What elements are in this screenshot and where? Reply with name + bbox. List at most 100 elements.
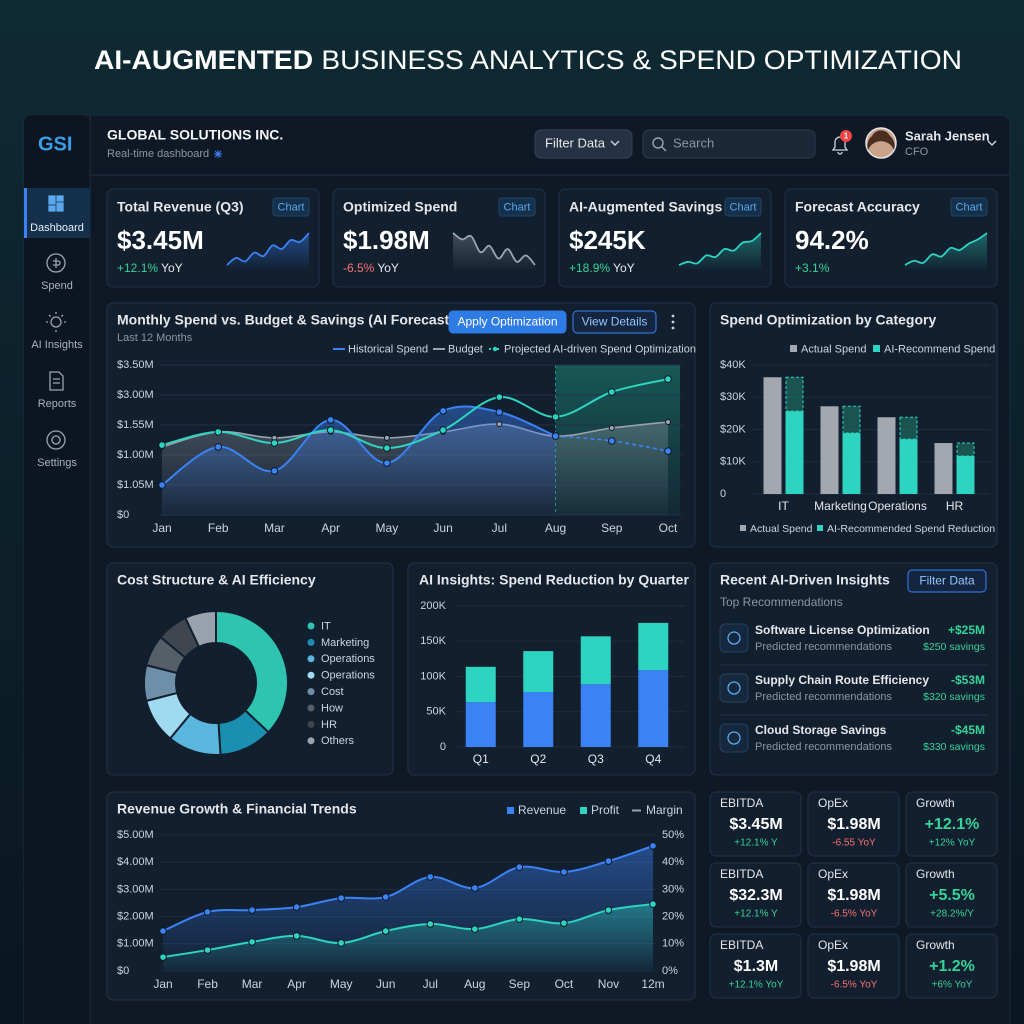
y-tick-label: $2.00M bbox=[117, 911, 154, 923]
reduction-bar bbox=[956, 442, 975, 457]
data-point bbox=[326, 416, 335, 424]
data-point bbox=[203, 946, 212, 954]
insight-glyph bbox=[727, 681, 741, 695]
y-tick-label: $30K bbox=[720, 391, 746, 403]
donut-segment bbox=[184, 609, 217, 649]
data-point bbox=[203, 908, 212, 916]
nav-icon[interactable] bbox=[49, 371, 64, 391]
data-point bbox=[159, 953, 167, 961]
insight-title[interactable]: Software License Optimization bbox=[755, 623, 930, 637]
data-point bbox=[439, 426, 447, 434]
user-name: Sarah Jensen bbox=[905, 128, 990, 143]
legend-swatch bbox=[740, 525, 746, 531]
kpi-change-value: +12.1% bbox=[117, 261, 158, 275]
menu-dot[interactable] bbox=[671, 326, 675, 330]
metric-card bbox=[709, 862, 802, 928]
x-tick-label: Feb bbox=[208, 521, 229, 535]
nav-icon[interactable] bbox=[46, 430, 66, 450]
details-button-label[interactable]: View Details bbox=[582, 315, 648, 329]
y2-tick-label: 50% bbox=[662, 829, 684, 841]
menu-dot[interactable] bbox=[671, 320, 675, 324]
apply-button-label[interactable]: Apply Optimization bbox=[457, 315, 557, 329]
data-point bbox=[515, 863, 524, 871]
legend-label: AI-Recommended Spend Reduction bbox=[827, 523, 995, 535]
data-point bbox=[326, 426, 335, 434]
x-tick-label: Jul bbox=[492, 521, 507, 535]
chart-button-label[interactable]: Chart bbox=[956, 201, 983, 213]
y-tick-label: $0 bbox=[117, 965, 129, 977]
details-button[interactable] bbox=[572, 310, 657, 334]
insight-icon bbox=[719, 673, 749, 703]
sparkline bbox=[678, 232, 762, 266]
metric-label: OpEx bbox=[818, 796, 848, 810]
chart-button-label[interactable]: Chart bbox=[278, 201, 305, 213]
kpi-title: Optimized Spend bbox=[343, 199, 457, 215]
menu-dot[interactable] bbox=[671, 314, 675, 318]
kpi-value: 94.2% bbox=[795, 225, 869, 255]
nav-label[interactable]: Spend bbox=[41, 280, 73, 292]
x-tick-label: IT bbox=[778, 499, 789, 513]
sidebar bbox=[24, 115, 90, 1024]
kpi-value: $245K bbox=[569, 225, 646, 255]
chart-button[interactable] bbox=[498, 197, 536, 217]
legend-dot bbox=[307, 638, 315, 646]
metric-value: $1.98M bbox=[827, 958, 880, 975]
kpi-value: $1.98M bbox=[343, 225, 430, 255]
legend-swatch bbox=[580, 807, 587, 814]
nav-label[interactable]: Dashboard bbox=[30, 222, 84, 234]
nav-label[interactable]: Settings bbox=[37, 457, 77, 469]
user-role: CFO bbox=[905, 146, 929, 158]
insights-subtitle: Top Recommendations bbox=[720, 595, 843, 609]
data-point bbox=[248, 906, 256, 914]
x-tick-label: Jan bbox=[152, 521, 171, 535]
y-tick-label: 0 bbox=[440, 741, 446, 753]
metric-value: $3.45M bbox=[729, 816, 782, 833]
kpi-change-unit: YoY bbox=[161, 261, 183, 275]
nav-icon[interactable] bbox=[46, 312, 66, 332]
metric-card bbox=[807, 791, 900, 857]
nav-icon[interactable] bbox=[46, 253, 66, 273]
nav-label[interactable]: AI Insights bbox=[31, 339, 83, 351]
kpi-change-unit: YoY bbox=[613, 261, 635, 275]
y-tick-label: $1.05M bbox=[117, 479, 154, 491]
insight-title[interactable]: Supply Chain Route Efficiency bbox=[755, 673, 929, 687]
filter-button[interactable] bbox=[534, 129, 633, 159]
chart-button-label[interactable]: Chart bbox=[730, 201, 757, 213]
legend-label: IT bbox=[321, 620, 331, 632]
filter-button-label[interactable]: Filter Data bbox=[919, 574, 975, 588]
chart-button[interactable] bbox=[724, 197, 762, 217]
data-point bbox=[607, 437, 616, 445]
y-tick-label: $0 bbox=[117, 509, 129, 521]
metric-label: OpEx bbox=[818, 867, 848, 881]
logo: GSI bbox=[38, 133, 72, 155]
legend-label: Margin bbox=[646, 803, 683, 817]
legend-label: Operations bbox=[321, 653, 375, 665]
x-tick-label: Marketing bbox=[814, 499, 867, 513]
legend-label: How bbox=[321, 702, 343, 714]
insights-card bbox=[709, 562, 998, 776]
search-box[interactable] bbox=[642, 129, 816, 159]
metric-value: +12.1% bbox=[925, 816, 980, 833]
chart-button[interactable] bbox=[950, 197, 988, 217]
kpi-value: $3.45M bbox=[117, 225, 204, 255]
company-name: GLOBAL SOLUTIONS INC. bbox=[107, 127, 283, 143]
chart-title: Revenue Growth & Financial Trends bbox=[117, 801, 357, 817]
y2-tick-label: 20% bbox=[662, 911, 684, 923]
legend-label: Historical Spend bbox=[348, 343, 428, 355]
metric-label: EBITDA bbox=[720, 867, 763, 881]
apply-button[interactable] bbox=[448, 310, 567, 334]
metric-change: -6.5% YoY bbox=[831, 980, 878, 991]
nav-icon[interactable] bbox=[48, 195, 64, 212]
filter-button[interactable] bbox=[907, 569, 987, 593]
x-tick-label: Oct bbox=[659, 521, 678, 535]
chart-button-label[interactable]: Chart bbox=[504, 201, 531, 213]
chart-button[interactable] bbox=[272, 197, 310, 217]
nav-label[interactable]: Reports bbox=[38, 398, 77, 410]
stacked-bar bbox=[465, 666, 496, 703]
x-tick-label: Sep bbox=[509, 977, 531, 991]
budget-line bbox=[161, 421, 669, 448]
kpi-change: +3.1% bbox=[795, 261, 830, 275]
metric-card bbox=[709, 791, 802, 857]
data-point bbox=[158, 441, 166, 449]
insight-title[interactable]: Cloud Storage Savings bbox=[755, 723, 887, 737]
